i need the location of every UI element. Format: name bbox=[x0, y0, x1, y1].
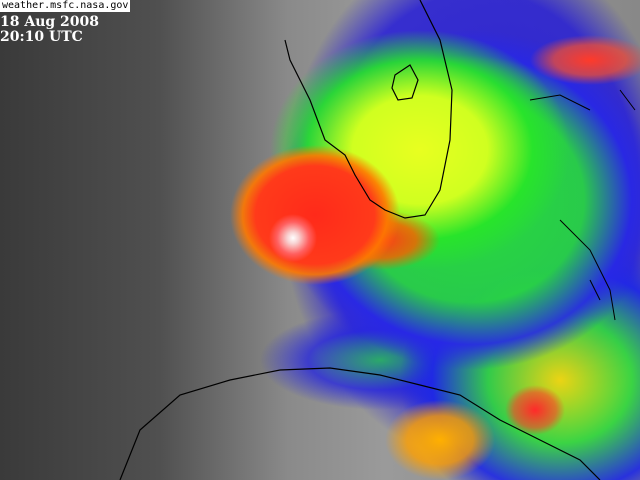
date-label: 18 Aug 2008 bbox=[0, 14, 100, 30]
time-label: 20:10 UTC bbox=[0, 29, 83, 45]
cuba-coastline bbox=[119, 367, 601, 480]
florida-coastline bbox=[284, 0, 453, 219]
bahamas-coastline bbox=[529, 89, 636, 321]
source-label: weather.msfc.nasa.gov bbox=[0, 0, 131, 12]
lake-okeechobee bbox=[391, 64, 419, 101]
